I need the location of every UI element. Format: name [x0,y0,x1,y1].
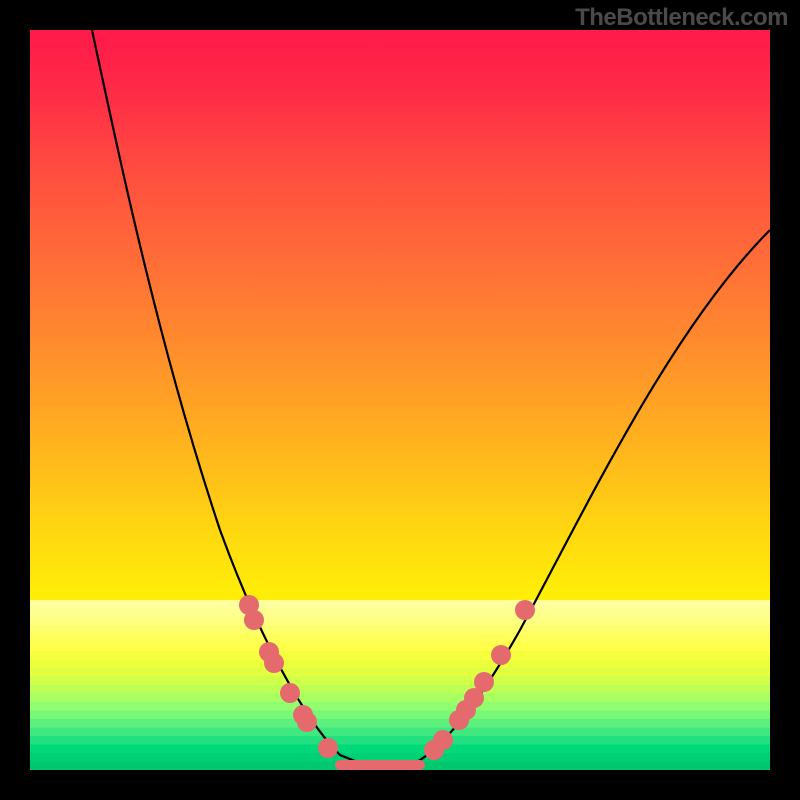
band [30,617,770,626]
band [30,728,770,737]
marker-dot [515,600,535,620]
band [30,745,770,754]
band [30,736,770,745]
marker-dot [491,645,511,665]
band [30,626,770,635]
band [30,651,770,660]
band [30,694,770,703]
watermark-text: TheBottleneck.com [575,4,788,32]
band [30,600,770,609]
band [30,660,770,669]
band [30,677,770,686]
marker-dot [318,738,338,758]
marker-dot [264,653,284,673]
frame-right [770,0,800,800]
band [30,711,770,720]
band [30,634,770,643]
plot-svg [30,30,770,770]
marker-dot [433,730,453,750]
band [30,609,770,618]
band [30,719,770,728]
marker-dot [297,712,317,732]
band [30,643,770,652]
bottom-bands [30,600,770,770]
marker-dot [280,683,300,703]
band [30,685,770,694]
band [30,702,770,711]
frame-bottom [0,770,800,800]
marker-dot [244,610,264,630]
frame-left [0,0,30,800]
marker-dot [474,672,494,692]
chart-canvas: TheBottleneck.com [0,0,800,800]
band [30,668,770,677]
